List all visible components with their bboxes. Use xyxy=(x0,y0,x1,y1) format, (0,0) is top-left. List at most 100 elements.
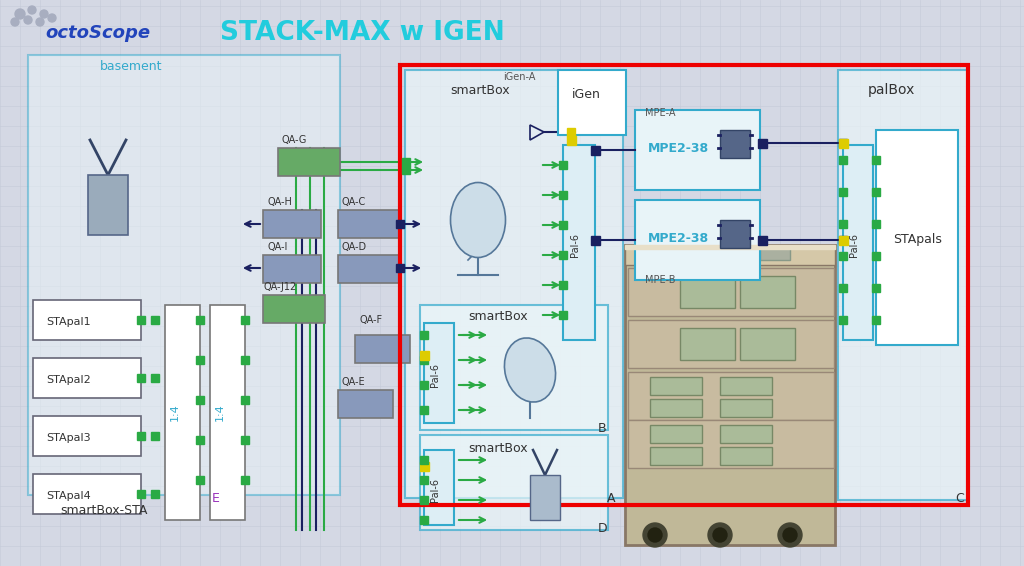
Bar xyxy=(420,406,428,414)
Bar xyxy=(420,462,429,471)
Bar xyxy=(165,305,200,520)
Bar xyxy=(210,305,245,520)
Circle shape xyxy=(783,528,797,542)
Text: smartBox: smartBox xyxy=(450,84,510,96)
Bar xyxy=(720,425,772,443)
Bar xyxy=(838,70,968,500)
Bar xyxy=(567,128,575,136)
Bar xyxy=(872,252,880,260)
Bar xyxy=(241,476,249,484)
Bar xyxy=(740,328,795,360)
Text: STApal1: STApal1 xyxy=(46,317,91,327)
Text: smartBox-STA: smartBox-STA xyxy=(60,504,147,517)
Bar xyxy=(424,323,454,423)
Bar xyxy=(33,416,141,456)
Bar xyxy=(151,374,159,382)
Bar xyxy=(872,220,880,228)
Bar xyxy=(88,175,128,235)
Bar xyxy=(591,146,600,155)
Bar xyxy=(241,316,249,324)
Bar xyxy=(263,295,325,323)
Bar xyxy=(563,145,595,340)
Text: A: A xyxy=(607,491,615,504)
Bar xyxy=(650,377,702,395)
Bar xyxy=(420,476,428,484)
Circle shape xyxy=(708,523,732,547)
Bar xyxy=(424,450,454,525)
Bar xyxy=(406,70,623,498)
Bar xyxy=(263,255,321,283)
Text: iGen-A: iGen-A xyxy=(503,72,536,82)
Bar xyxy=(338,210,400,238)
Bar xyxy=(241,436,249,444)
Bar xyxy=(137,432,145,440)
Bar xyxy=(720,399,772,417)
Text: smartBox: smartBox xyxy=(468,310,527,323)
Bar xyxy=(420,381,428,389)
Text: STApal4: STApal4 xyxy=(46,491,91,501)
Bar xyxy=(720,130,750,158)
Text: QA-J12: QA-J12 xyxy=(263,282,296,292)
Text: iGen: iGen xyxy=(572,88,601,101)
Circle shape xyxy=(28,6,36,14)
Text: 1:4: 1:4 xyxy=(215,403,225,421)
Ellipse shape xyxy=(505,338,556,402)
Bar xyxy=(338,390,393,418)
Bar xyxy=(420,435,608,530)
Bar xyxy=(420,496,428,504)
Text: B: B xyxy=(598,422,606,435)
Text: QA-H: QA-H xyxy=(267,197,292,207)
Bar xyxy=(839,236,848,245)
Bar xyxy=(263,210,321,238)
Text: QA-E: QA-E xyxy=(341,377,365,387)
Text: MPE2-38: MPE2-38 xyxy=(648,231,710,245)
Bar xyxy=(559,161,567,169)
Bar xyxy=(567,136,575,145)
Bar xyxy=(151,316,159,324)
Circle shape xyxy=(48,14,56,22)
Text: E: E xyxy=(212,491,220,504)
Bar xyxy=(628,420,834,468)
Text: MPE-A: MPE-A xyxy=(645,108,676,118)
Bar xyxy=(402,166,410,174)
Circle shape xyxy=(40,10,48,18)
Text: Pal-6: Pal-6 xyxy=(430,363,440,387)
Text: Pal-6: Pal-6 xyxy=(570,233,580,257)
Bar xyxy=(700,248,760,260)
Bar xyxy=(843,145,873,340)
Bar xyxy=(33,474,141,514)
Text: QA-D: QA-D xyxy=(341,242,367,252)
Text: Pal-6: Pal-6 xyxy=(849,233,859,257)
Text: MPE2-38: MPE2-38 xyxy=(648,142,710,155)
Text: QA-F: QA-F xyxy=(360,315,383,325)
Bar xyxy=(559,281,567,289)
Bar xyxy=(591,236,600,245)
Text: D: D xyxy=(598,521,607,534)
Bar xyxy=(740,276,795,308)
Bar xyxy=(559,191,567,199)
Bar xyxy=(402,158,410,166)
Bar xyxy=(839,252,847,260)
Bar xyxy=(625,245,835,545)
Bar xyxy=(420,456,428,464)
Text: C: C xyxy=(955,491,964,504)
Bar xyxy=(720,447,772,465)
Bar xyxy=(241,396,249,404)
Text: Pal-6: Pal-6 xyxy=(430,478,440,502)
Bar xyxy=(876,130,958,345)
Text: STACK-MAX w IGEN: STACK-MAX w IGEN xyxy=(220,20,505,46)
Bar xyxy=(628,268,834,316)
Bar xyxy=(530,475,560,520)
Bar xyxy=(872,284,880,292)
Bar xyxy=(758,139,767,148)
Bar xyxy=(33,300,141,340)
Bar xyxy=(420,305,608,430)
Circle shape xyxy=(648,528,662,542)
Text: basement: basement xyxy=(100,61,163,74)
Circle shape xyxy=(24,16,32,24)
Bar xyxy=(758,236,767,245)
Bar xyxy=(420,356,428,364)
Bar xyxy=(338,255,400,283)
Circle shape xyxy=(15,9,25,19)
Bar xyxy=(559,251,567,259)
